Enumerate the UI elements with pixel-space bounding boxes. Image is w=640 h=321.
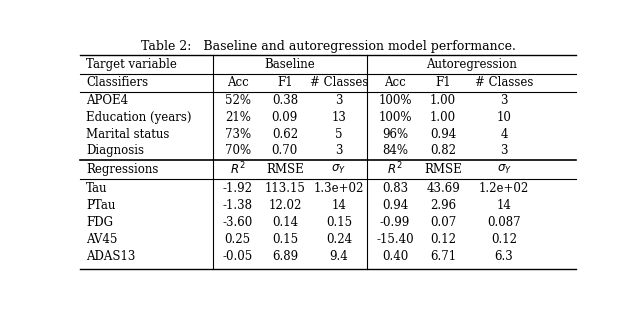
Text: 0.38: 0.38 xyxy=(272,94,298,108)
Text: 84%: 84% xyxy=(382,144,408,157)
Text: -1.38: -1.38 xyxy=(223,199,253,212)
Text: 0.25: 0.25 xyxy=(225,233,251,246)
Text: 0.07: 0.07 xyxy=(430,216,456,229)
Text: $R^2$: $R^2$ xyxy=(387,161,403,178)
Text: $\sigma_Y$: $\sigma_Y$ xyxy=(497,163,511,176)
Text: 70%: 70% xyxy=(225,144,251,157)
Text: Acc: Acc xyxy=(384,76,406,89)
Text: # Classes: # Classes xyxy=(475,76,533,89)
Text: 96%: 96% xyxy=(382,127,408,141)
Text: 1.00: 1.00 xyxy=(430,111,456,124)
Text: 0.62: 0.62 xyxy=(272,127,298,141)
Text: 14: 14 xyxy=(332,199,346,212)
Text: 0.40: 0.40 xyxy=(382,250,408,263)
Text: F1: F1 xyxy=(277,76,292,89)
Text: 0.83: 0.83 xyxy=(382,182,408,195)
Text: APOE4: APOE4 xyxy=(86,94,128,108)
Text: 113.15: 113.15 xyxy=(264,182,305,195)
Text: -3.60: -3.60 xyxy=(223,216,253,229)
Text: Diagnosis: Diagnosis xyxy=(86,144,144,157)
Text: 1.3e+02: 1.3e+02 xyxy=(314,182,364,195)
Text: 0.94: 0.94 xyxy=(382,199,408,212)
Text: 1.2e+02: 1.2e+02 xyxy=(479,182,529,195)
Text: 0.82: 0.82 xyxy=(430,144,456,157)
Text: Regressions: Regressions xyxy=(86,163,158,176)
Text: Tau: Tau xyxy=(86,182,108,195)
Text: 0.087: 0.087 xyxy=(487,216,521,229)
Text: 0.09: 0.09 xyxy=(272,111,298,124)
Text: 3: 3 xyxy=(335,144,342,157)
Text: -0.99: -0.99 xyxy=(380,216,410,229)
Text: # Classes: # Classes xyxy=(310,76,368,89)
Text: FDG: FDG xyxy=(86,216,113,229)
Text: 100%: 100% xyxy=(378,111,412,124)
Text: RMSE: RMSE xyxy=(266,163,304,176)
Text: 100%: 100% xyxy=(378,94,412,108)
Text: 0.70: 0.70 xyxy=(272,144,298,157)
Text: Baseline: Baseline xyxy=(264,58,315,71)
Text: 0.12: 0.12 xyxy=(430,233,456,246)
Text: 0.15: 0.15 xyxy=(326,216,352,229)
Text: 5: 5 xyxy=(335,127,342,141)
Text: Target variable: Target variable xyxy=(86,58,177,71)
Text: 2.96: 2.96 xyxy=(430,199,456,212)
Text: 3: 3 xyxy=(500,144,508,157)
Text: Classifiers: Classifiers xyxy=(86,76,148,89)
Text: 13: 13 xyxy=(332,111,346,124)
Text: PTau: PTau xyxy=(86,199,115,212)
Text: 52%: 52% xyxy=(225,94,251,108)
Text: F1: F1 xyxy=(435,76,451,89)
Text: RMSE: RMSE xyxy=(424,163,462,176)
Text: 6.89: 6.89 xyxy=(272,250,298,263)
Text: 0.12: 0.12 xyxy=(491,233,517,246)
Text: 0.15: 0.15 xyxy=(272,233,298,246)
Text: 43.69: 43.69 xyxy=(426,182,460,195)
Text: -0.05: -0.05 xyxy=(223,250,253,263)
Text: Education (years): Education (years) xyxy=(86,111,191,124)
Text: Acc: Acc xyxy=(227,76,248,89)
Text: 3: 3 xyxy=(500,94,508,108)
Text: Marital status: Marital status xyxy=(86,127,170,141)
Text: $R^2$: $R^2$ xyxy=(230,161,246,178)
Text: 12.02: 12.02 xyxy=(268,199,301,212)
Text: 21%: 21% xyxy=(225,111,251,124)
Text: ADAS13: ADAS13 xyxy=(86,250,135,263)
Text: 6.3: 6.3 xyxy=(495,250,513,263)
Text: 14: 14 xyxy=(497,199,511,212)
Text: 6.71: 6.71 xyxy=(430,250,456,263)
Text: 0.94: 0.94 xyxy=(430,127,456,141)
Text: 4: 4 xyxy=(500,127,508,141)
Text: 0.14: 0.14 xyxy=(272,216,298,229)
Text: 0.24: 0.24 xyxy=(326,233,352,246)
Text: 9.4: 9.4 xyxy=(330,250,348,263)
Text: -15.40: -15.40 xyxy=(376,233,414,246)
Text: 1.00: 1.00 xyxy=(430,94,456,108)
Text: $\sigma_Y$: $\sigma_Y$ xyxy=(332,163,346,176)
Text: 73%: 73% xyxy=(225,127,251,141)
Text: 10: 10 xyxy=(497,111,511,124)
Text: Table 2:   Baseline and autoregression model performance.: Table 2: Baseline and autoregression mod… xyxy=(141,40,515,54)
Text: 3: 3 xyxy=(335,94,342,108)
Text: -1.92: -1.92 xyxy=(223,182,253,195)
Text: Autoregression: Autoregression xyxy=(426,58,516,71)
Text: AV45: AV45 xyxy=(86,233,117,246)
